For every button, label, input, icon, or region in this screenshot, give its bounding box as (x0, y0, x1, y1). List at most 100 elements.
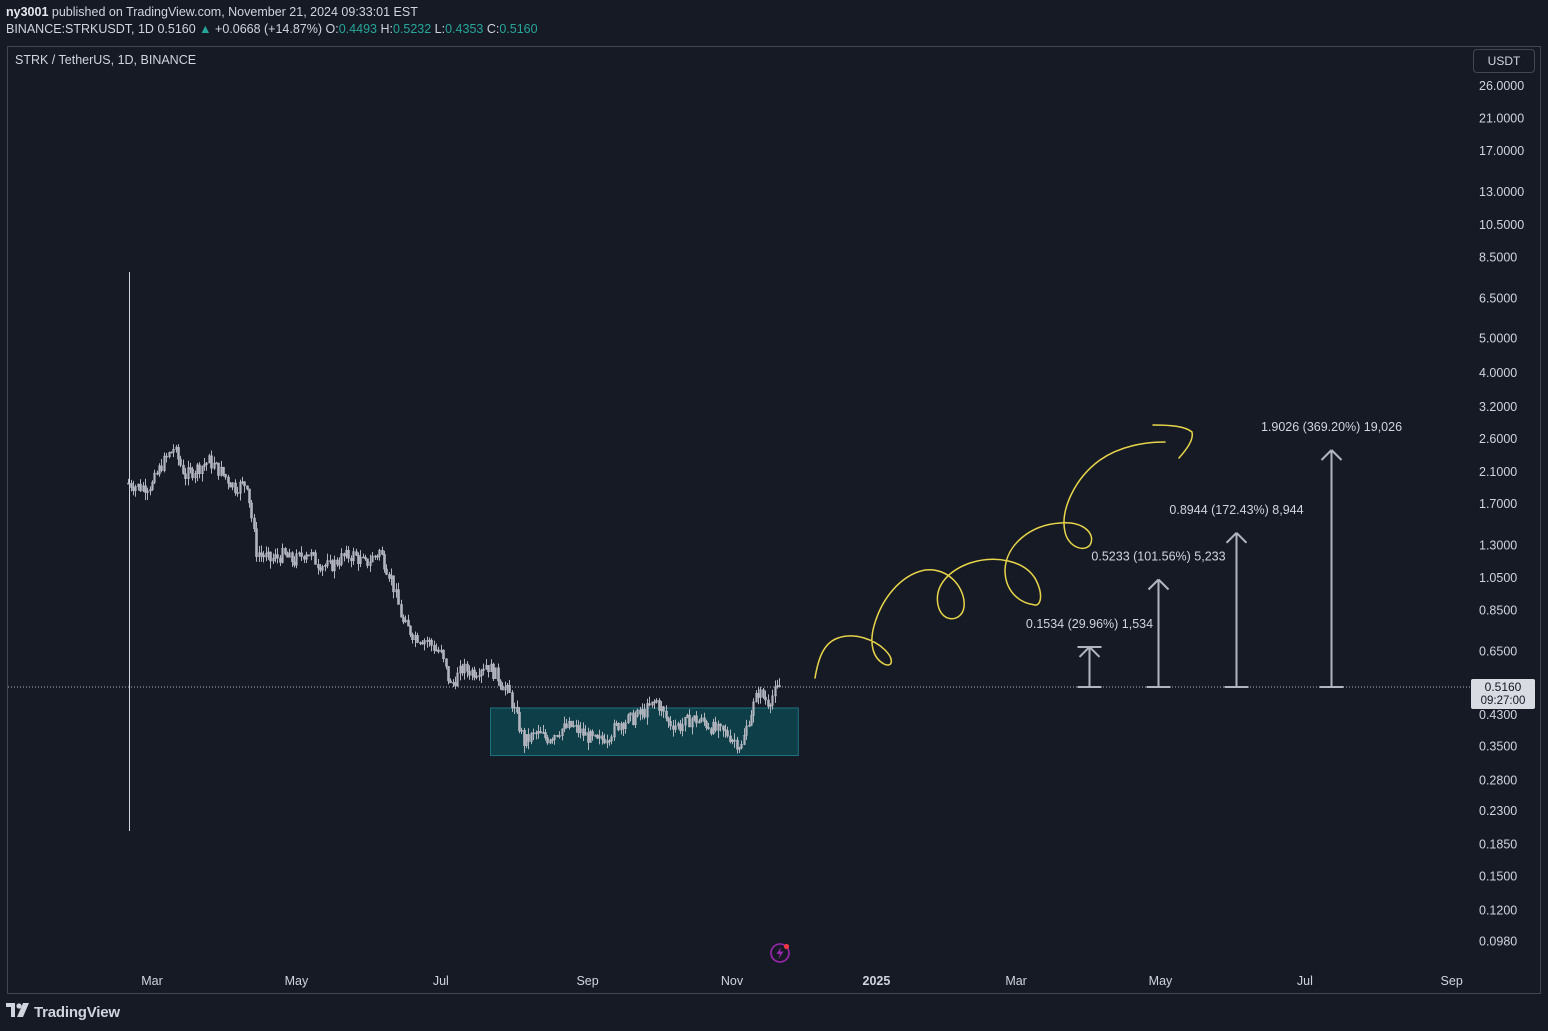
candle (378, 548, 381, 561)
candle (767, 694, 770, 710)
candle (338, 557, 341, 570)
candle-body (456, 672, 459, 687)
candle-body (397, 589, 400, 605)
candle-body (658, 700, 661, 711)
candle (340, 548, 343, 567)
candle (255, 522, 258, 562)
candle (336, 557, 339, 567)
badge-countdown: 09:27:00 (1480, 695, 1526, 707)
candle-body (501, 685, 504, 691)
candle (717, 720, 720, 738)
candle-body (646, 703, 649, 718)
candle (376, 554, 379, 561)
candle (276, 548, 279, 564)
candle-body (733, 739, 736, 742)
candle-body (430, 639, 433, 646)
measure-arrow-label: 0.5233 (101.56%) 5,233 (1091, 550, 1225, 564)
candle-body (385, 568, 388, 575)
tradingview-logo[interactable]: TradingView (6, 1003, 120, 1022)
candle (187, 460, 190, 486)
author-name[interactable]: ny3001 (6, 5, 49, 19)
candle (163, 452, 166, 473)
candle (748, 720, 751, 728)
low-value: 0.4353 (445, 22, 484, 36)
y-tick-label: 0.1200 (1479, 904, 1517, 918)
candle-body (333, 559, 336, 572)
candle (352, 547, 355, 565)
candle-body (624, 722, 627, 729)
candle-body (210, 455, 213, 469)
tradingview-logo-text: TradingView (34, 1004, 120, 1021)
candle-body (570, 720, 573, 727)
candle (307, 554, 310, 557)
candle (231, 482, 234, 491)
candle-body (127, 482, 130, 485)
candle (662, 705, 665, 718)
candle-body (262, 554, 265, 558)
candle-body (215, 462, 218, 465)
candle (447, 666, 450, 685)
candle-body (172, 449, 175, 453)
currency-button[interactable]: USDT (1473, 49, 1535, 73)
candle (385, 564, 388, 576)
candle (220, 460, 223, 477)
candle-body (553, 735, 556, 740)
candle-body (695, 715, 698, 724)
candle-body (681, 724, 684, 731)
candle-body (276, 554, 279, 559)
y-tick-label: 3.2000 (1479, 400, 1517, 414)
candle (497, 663, 500, 686)
candle-body (767, 699, 770, 707)
measure-arrow-label: 1.9026 (369.20%) 19,026 (1261, 420, 1402, 434)
candle-body (688, 714, 691, 728)
candle-body (445, 658, 448, 667)
measure-arrow-head-right (1088, 646, 1101, 658)
y-tick-label: 4.0000 (1479, 366, 1517, 380)
candle-body (203, 464, 206, 467)
candle (714, 716, 717, 733)
candle-body (655, 700, 658, 703)
candle (295, 549, 298, 569)
candle-body (269, 551, 272, 562)
candle-body (198, 464, 201, 475)
candle-body (714, 721, 717, 731)
candle-body (291, 552, 294, 563)
candle-body (300, 552, 303, 557)
candle-body (762, 689, 765, 698)
candle (449, 678, 452, 684)
candle (504, 681, 507, 696)
x-tick-label: May (285, 974, 309, 988)
candle (750, 710, 753, 727)
candle (648, 696, 651, 707)
candle-body (366, 558, 369, 566)
candle (284, 547, 287, 556)
candle (646, 698, 649, 725)
candle (719, 723, 722, 732)
candle (243, 481, 246, 493)
candle (703, 712, 706, 726)
candle (182, 459, 185, 475)
candle-body (565, 723, 568, 728)
candle (544, 729, 547, 741)
candle (466, 661, 469, 678)
lightning-bolt-icon[interactable] (769, 942, 791, 969)
candle-body (634, 715, 637, 725)
candle-body (151, 482, 154, 490)
candle (589, 729, 592, 743)
candle-body (617, 723, 620, 731)
y-tick-label: 1.7000 (1479, 497, 1517, 511)
measure-arrow-head-left (1147, 578, 1160, 591)
y-tick-label: 1.0500 (1479, 571, 1517, 585)
candle (636, 708, 639, 718)
candle-body (738, 747, 741, 750)
candle (262, 551, 265, 563)
candle (520, 727, 523, 735)
candle-body (527, 734, 530, 742)
candle-body (707, 727, 710, 730)
candle (762, 688, 765, 699)
candle-body (729, 735, 732, 742)
chart-frame[interactable] (7, 46, 1541, 994)
candle (222, 466, 225, 477)
chart-legend-title[interactable]: STRK / TetherUS, 1D, BINANCE (15, 53, 197, 67)
